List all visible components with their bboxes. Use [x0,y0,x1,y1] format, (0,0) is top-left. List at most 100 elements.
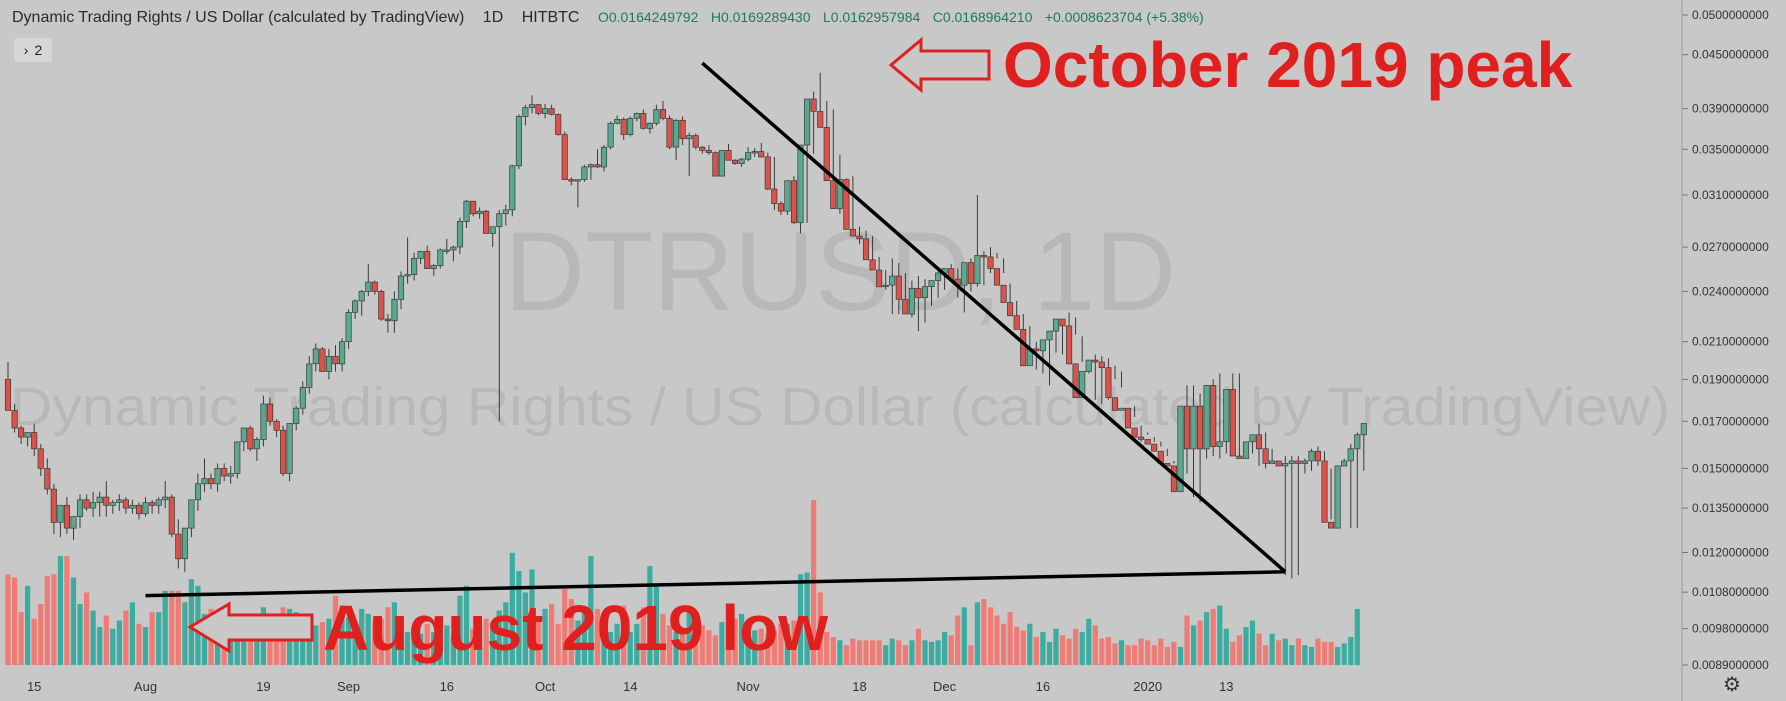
time-tick-label: 18 [852,679,866,694]
candle [1190,385,1197,498]
candle-body [810,98,817,112]
left-arrow-icon [187,601,314,654]
price-axis[interactable]: 0.0500000000 0.0450000000 0.0390000000 0.03… [1682,8,1769,672]
ohlc-close: C0.0168964210 [932,9,1033,25]
ohlc-high: H0.0169289430 [710,9,811,25]
candle [515,114,522,170]
volume-bar [725,628,732,665]
candle [764,152,771,191]
interval-label[interactable]: 1D [482,9,504,26]
candle-body [319,348,326,372]
gear-icon[interactable]: ⚙ [1723,673,1741,696]
candle-body [1013,315,1020,330]
candle [673,119,680,161]
volume-bar [431,632,437,665]
candle-body [777,203,784,212]
volume-bar [739,613,745,665]
candle [987,247,994,273]
volume-bar [856,640,863,666]
candle-body [1151,443,1158,452]
volume-bar [483,618,489,665]
candle-body [496,213,503,228]
candle-body [830,180,837,209]
candle [790,176,798,225]
candle [417,250,424,265]
time-tick-label: Aug [134,679,157,694]
candle [365,264,372,297]
price-tick-label: 0.0170000000 [1692,414,1769,428]
candle-body [358,291,365,302]
volume-bar [1269,633,1275,665]
ascending-support-line[interactable] [145,570,1286,598]
candle [194,473,202,511]
candle-body [1347,448,1354,462]
time-tick-label: 14 [623,679,637,694]
volume-bar [326,618,332,665]
candle-body [751,151,758,154]
candle [928,280,935,306]
volume-bar [883,645,889,665]
volume-bar [837,640,843,666]
candle [1079,336,1086,398]
volume-bar [1112,643,1118,665]
candle [253,437,260,461]
volume-bar [1204,612,1210,665]
candle [856,226,863,245]
candle [286,423,293,482]
candle-body [116,499,123,503]
candle [1236,373,1243,459]
candle [168,494,175,538]
candle-body [1066,325,1073,365]
volume-bar [1145,640,1151,666]
candle [777,201,784,215]
candle-body [817,111,824,128]
candle [1059,318,1066,355]
candle-body [1020,329,1027,367]
candle-body [11,410,18,429]
candle-body [620,118,627,135]
candle-body [1177,405,1184,493]
candle [411,252,418,281]
volume-bar [1164,646,1170,665]
volume-bar [1033,637,1039,666]
candle [339,338,346,372]
candle-body [260,403,267,440]
volume-bar [70,577,77,665]
volume-bar [614,623,620,666]
candle [594,149,601,169]
candle-body [804,98,811,146]
candle [293,406,300,431]
time-axis[interactable]: 15 Aug 19 Sep 16 Oct 14 Nov 18 Dec 16 2020 13 [27,679,1234,694]
indicators-toggle-button[interactable]: › 2 [14,38,52,62]
candle [44,458,51,495]
candle [476,207,483,219]
descending-trendline[interactable] [701,61,1287,574]
candle-body [1124,407,1132,429]
candle [771,156,778,210]
candle-body [561,134,568,180]
volume-bar [889,638,895,665]
candle-body [214,468,221,485]
volume-bar [1184,615,1190,665]
volume-bar [1177,646,1184,665]
candle-body [705,150,712,153]
candle [450,245,457,262]
volume-bar [673,632,679,665]
candle-body [450,246,457,251]
candle-body [666,118,673,148]
volume-bar [1308,646,1315,665]
candle [862,230,870,261]
volume-bar [247,620,253,666]
time-tick-label: Oct [535,679,556,694]
volume-bar [1020,630,1026,665]
candle-body [1105,367,1112,399]
volume-bar [758,628,764,665]
volume-bar [666,625,673,665]
candle-body [247,427,254,450]
candle-body [980,255,987,258]
candle-body [221,468,228,477]
candle-body [568,179,575,182]
volume-bar [640,607,646,665]
candle [70,516,77,541]
